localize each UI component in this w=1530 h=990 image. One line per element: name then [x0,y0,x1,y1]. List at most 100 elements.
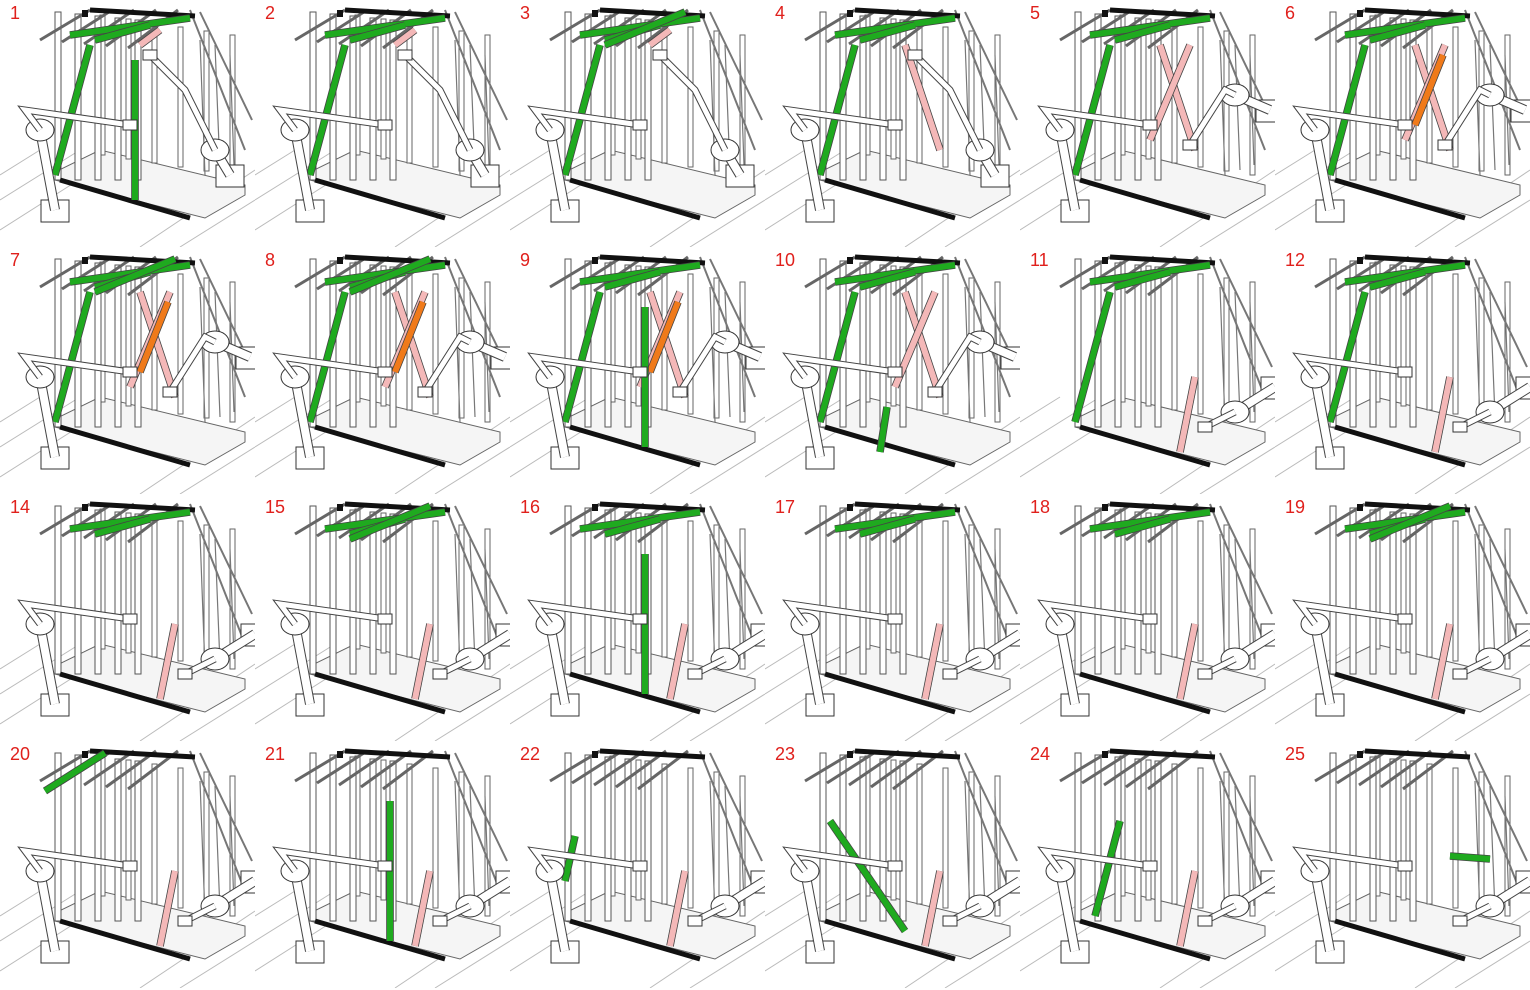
front-stud [134,266,142,428]
assembly-step-illustration [1275,748,1530,988]
rafter [848,749,900,787]
front-stud [1409,266,1417,428]
front-stud [1154,266,1162,428]
roof-slope [444,503,508,645]
robot-gripper [417,386,433,398]
industrial-robot-arm-icon [1437,83,1530,151]
robot-upper-arm-fill [1294,353,1406,379]
industrial-robot-arm-icon [907,49,1010,188]
side-studs [199,533,235,670]
step-number-label: 22 [520,744,541,764]
back-post [687,273,694,415]
top-plate [344,501,451,513]
robot-gripper [907,49,923,61]
timber-frame [510,748,765,988]
bottom-plate [1079,424,1211,468]
placed-member-lowpink [156,870,179,947]
assembly-step-illustration [765,254,1020,494]
back-post [1504,528,1511,670]
industrial-robot-arm-icon [1452,870,1530,927]
top-plate [89,501,196,513]
rafter [549,502,601,536]
bottom-plate [569,918,701,962]
front-stud [1134,758,1142,922]
front-stud [1134,511,1142,675]
top-plate [344,748,451,760]
rafter [870,749,922,789]
step-number-label: 24 [1030,744,1051,764]
robot-upper-arm-fill [529,106,641,132]
rafter [804,8,856,42]
robot-upper-arm-fill [932,333,982,394]
assembly-step-panel: 20 [0,741,255,988]
rafter [105,749,157,789]
industrial-robot-arm-icon [1037,599,1158,717]
industrial-robot-arm-icon [1292,599,1413,717]
robot-lower-arm-fill [1311,870,1334,952]
robot-gripper [942,915,958,927]
step-number-label: 1 [10,3,21,23]
back-post [125,265,132,407]
assembly-step-panel: 3 [510,0,765,247]
roof-slope [189,503,253,645]
placed-member-lowpink [1176,870,1199,947]
active-member-roof [349,21,406,44]
robot-upper-arm-fill [19,353,131,379]
assembly-step-illustration [255,748,510,988]
robot-upper-arm-fill [529,600,641,626]
back-post [406,763,413,905]
robot-gripper [1437,139,1453,151]
front-stud [604,509,612,675]
industrial-robot-arm-icon [272,105,393,223]
back-post [942,767,949,909]
robot-gripper [1142,860,1158,872]
timber-frame [0,501,255,741]
robot-gripper [887,119,903,131]
active-member-roof [1369,268,1426,291]
industrial-robot-arm-icon [927,330,1020,398]
front-stud [1154,19,1162,181]
robot-lower-arm-fill [546,129,569,211]
back-post [1197,273,1204,415]
front-stud [329,754,337,922]
robot-upper-arm-fill [148,53,218,152]
front-stud [819,505,827,675]
robot-lower-arm-fill [1056,870,1079,952]
robot-lower-arm-fill [546,623,569,705]
front-stud [309,258,317,428]
bottom-plate [1334,918,1466,962]
robot-gripper [177,915,193,927]
industrial-robot-arm-icon [1452,623,1530,680]
front-stud [389,266,397,428]
back-post [406,516,413,658]
active-member-diag [1071,291,1114,423]
front-stud [879,17,887,181]
robot-gripper [632,366,648,378]
rafter [39,749,91,783]
step-number-label: 2 [265,3,276,23]
front-stud [604,15,612,181]
robot-upper-arm-fill [1187,86,1237,147]
active-member-roof [579,261,701,286]
assembly-step-panel: 15 [255,494,510,741]
front-stud [819,752,827,922]
robot-gripper [1197,915,1213,927]
robot-upper-arm-fill [529,847,641,873]
roof-slope [444,750,508,892]
robot-gripper [377,119,393,131]
bottom-plate [1334,424,1466,468]
roof-slope [1209,503,1273,645]
placed-member-roofpink [647,26,673,49]
robot-gripper [687,915,703,927]
assembly-step-illustration [0,748,255,988]
robot-lower-arm-fill [1311,623,1334,705]
front-stud [1329,11,1337,181]
industrial-robot-arm-icon [162,330,255,398]
front-stud [329,507,337,675]
back-post [484,775,491,917]
front-stud [94,509,102,675]
assembly-step-illustration [510,501,765,741]
back-post [203,30,210,172]
roof-slope [954,750,1018,892]
industrial-robot-arm-icon [527,105,648,223]
